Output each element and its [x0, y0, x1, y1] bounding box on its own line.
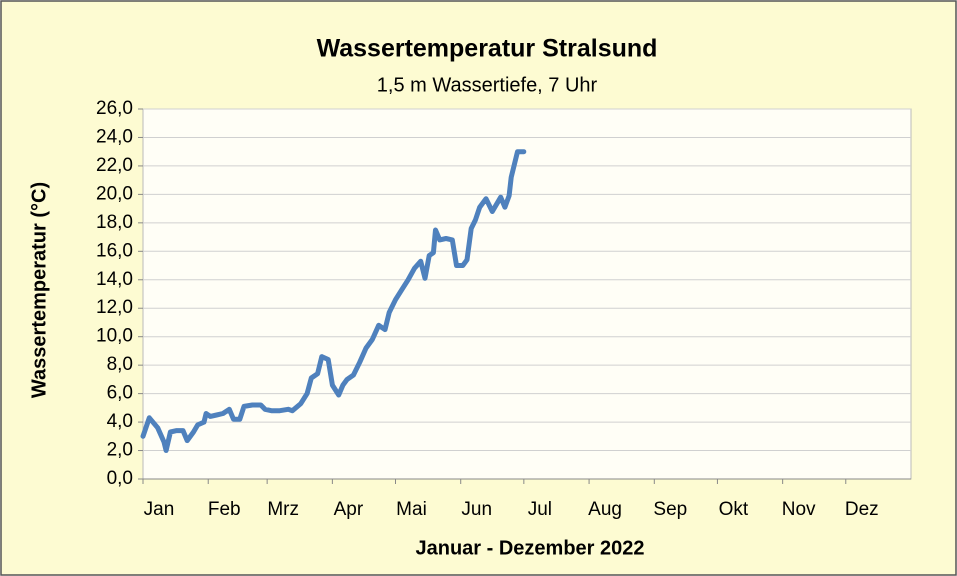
x-tick-label: Sep — [653, 499, 687, 520]
y-tick-label: 4,0 — [107, 411, 133, 432]
y-tick-label: 2,0 — [107, 440, 133, 461]
chart-subtitle: 1,5 m Wassertiefe, 7 Uhr — [377, 74, 598, 96]
y-tick-label: 10,0 — [96, 326, 133, 347]
x-tick-label: Jul — [528, 499, 552, 520]
x-tick-label: Apr — [334, 499, 364, 520]
x-tick-label: Dez — [845, 499, 879, 520]
x-tick-label: Mai — [396, 499, 427, 520]
y-tick-label: 18,0 — [96, 212, 133, 233]
y-tick-label: 20,0 — [96, 183, 133, 204]
y-tick-label: 24,0 — [96, 126, 133, 147]
y-tick-label: 8,0 — [107, 354, 133, 375]
x-tick-label: Aug — [588, 499, 622, 520]
y-tick-label: 0,0 — [107, 468, 133, 489]
x-axis-label: Januar - Dezember 2022 — [415, 537, 644, 559]
data-line — [140, 149, 527, 453]
x-tick-label: Okt — [719, 499, 749, 520]
y-tick-label: 22,0 — [96, 155, 133, 176]
x-tick-label: Jan — [144, 499, 175, 520]
y-tick-label: 6,0 — [107, 383, 133, 404]
chart-title: Wassertemperatur Stralsund — [317, 35, 658, 63]
plot-area — [142, 108, 912, 480]
y-tick-label: 26,0 — [96, 98, 133, 119]
y-tick-label: 14,0 — [96, 269, 133, 290]
y-tick-label: 16,0 — [96, 240, 133, 261]
x-tick-label: Nov — [782, 499, 816, 520]
x-tick-label: Feb — [208, 499, 241, 520]
x-tick-label: Jun — [461, 499, 492, 520]
y-tick-label: 12,0 — [96, 297, 133, 318]
x-tick-label: Mrz — [267, 499, 299, 520]
y-axis-label: Wassertemperatur (°C) — [28, 182, 50, 398]
